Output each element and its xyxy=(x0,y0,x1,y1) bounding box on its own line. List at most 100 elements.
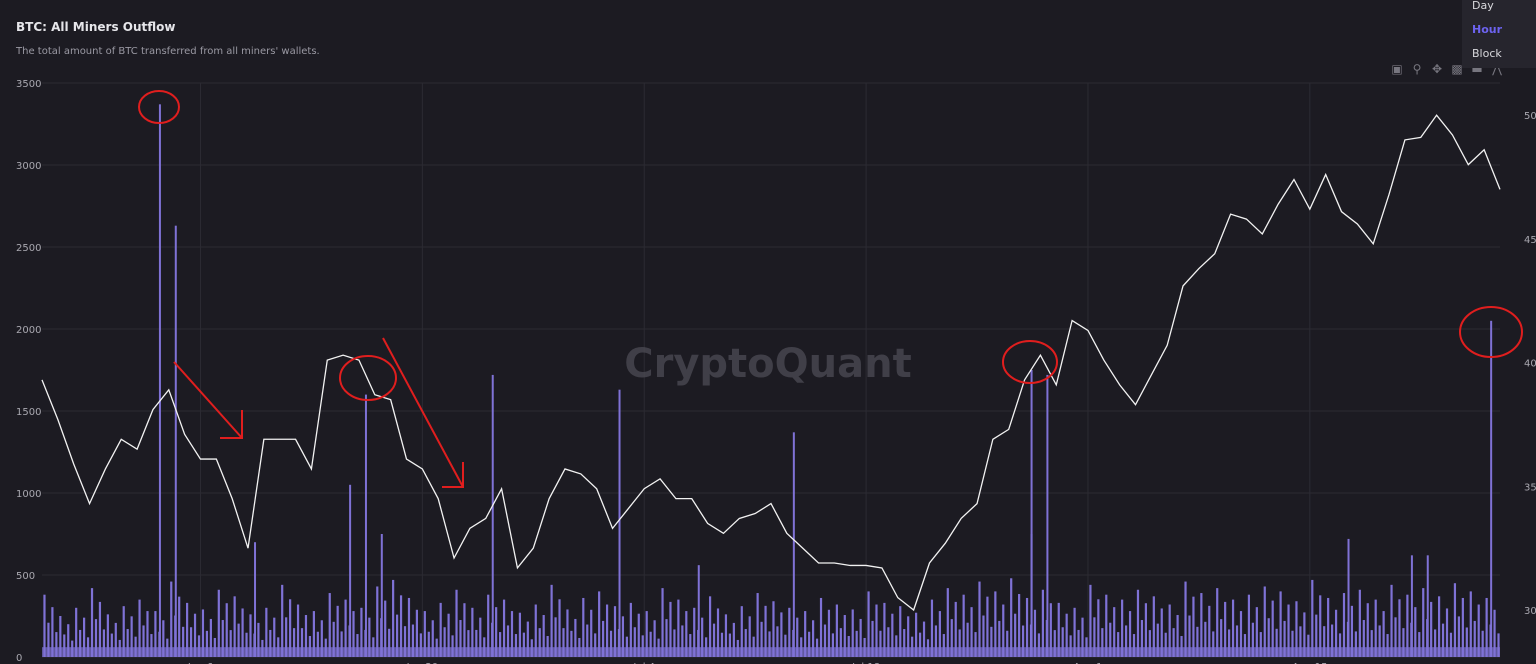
outflow-bar xyxy=(542,615,545,657)
outflow-bar xyxy=(986,596,989,657)
outflow-bar xyxy=(808,631,811,657)
zoom-icon[interactable]: ⚲ xyxy=(1412,62,1422,76)
outflow-bar xyxy=(1485,597,1488,657)
outflow-bar xyxy=(1473,620,1476,657)
outflow-bar xyxy=(1093,617,1096,657)
outflow-bar xyxy=(392,579,395,657)
outflow-bar xyxy=(467,630,470,657)
outflow-bar xyxy=(613,606,617,657)
spike-lines-icon[interactable]: ⋀ xyxy=(1492,62,1502,76)
outflow-bar xyxy=(451,635,454,657)
outflow-bar xyxy=(1279,591,1282,657)
reset-axes-icon[interactable]: ▬ xyxy=(1471,62,1483,76)
outflow-bar xyxy=(1275,628,1278,657)
outflow-bar xyxy=(724,614,728,657)
outflow-bar xyxy=(780,612,783,657)
outflow-bar xyxy=(193,613,197,657)
outflow-bar xyxy=(895,635,898,657)
outflow-bar xyxy=(1358,589,1361,657)
outflow-bar xyxy=(867,591,870,657)
outflow-bar xyxy=(689,634,692,657)
outflow-bar xyxy=(835,604,838,657)
outflow-bar xyxy=(978,581,981,657)
outflow-bar xyxy=(1430,601,1433,657)
outflow-bar xyxy=(376,586,379,657)
outflow-bar xyxy=(1014,613,1017,657)
menu-item-block[interactable]: Block xyxy=(1472,47,1502,60)
outflow-bar xyxy=(1390,584,1393,657)
outflow-bar xyxy=(1287,604,1290,657)
outflow-bar xyxy=(1402,628,1405,657)
outflow-bar xyxy=(534,604,537,657)
outflow-bar xyxy=(907,616,910,657)
outflow-bar xyxy=(1334,609,1338,657)
outflow-bar xyxy=(1089,584,1092,657)
outflow-bar xyxy=(1406,594,1409,657)
outflow-bar xyxy=(823,624,827,657)
outflow-bar xyxy=(637,613,640,657)
outflow-bar xyxy=(82,617,86,657)
outflow-bar xyxy=(625,636,628,657)
outflow-bar xyxy=(1247,594,1251,657)
outflow-bar xyxy=(1069,635,1072,657)
outflow-bar xyxy=(1350,605,1354,657)
outflow-bar xyxy=(1061,627,1064,657)
outflow-bar xyxy=(1216,588,1219,657)
pan-icon[interactable]: ✥ xyxy=(1431,62,1443,76)
outflow-bar xyxy=(915,612,918,657)
outflow-bar xyxy=(1212,631,1215,657)
outflow-bar xyxy=(1239,611,1243,657)
outflow-bar xyxy=(1331,624,1334,657)
outflow-bar xyxy=(106,614,109,657)
outflow-bar xyxy=(1021,625,1025,657)
outflow-bar xyxy=(419,633,422,657)
outflow-bar xyxy=(1156,623,1159,657)
autoscale-icon[interactable]: ▩ xyxy=(1451,62,1463,76)
outflow-bar xyxy=(859,618,862,657)
outflow-bar xyxy=(811,620,815,657)
outflow-bar xyxy=(292,628,296,657)
outflow-bar xyxy=(851,609,854,657)
outflow-bar xyxy=(447,613,450,657)
outflow-bar xyxy=(1461,597,1464,657)
outflow-bar xyxy=(1315,614,1318,657)
outflow-bar xyxy=(768,631,771,657)
outflow-bar xyxy=(1117,632,1120,657)
outflow-bar xyxy=(1002,604,1005,657)
outflow-bar xyxy=(1037,633,1041,657)
outflow-bar xyxy=(487,594,490,657)
outflow-bar xyxy=(1453,583,1457,657)
outflow-bar xyxy=(966,622,969,657)
outflow-bar xyxy=(75,607,78,657)
outflow-bar xyxy=(1255,607,1258,657)
menu-item-hour[interactable]: Hour xyxy=(1472,23,1503,36)
outflow-bar xyxy=(1132,634,1136,657)
x-tick-label: Jun 20 xyxy=(406,662,439,664)
menu-item-day[interactable]: Day xyxy=(1472,0,1494,12)
outflow-bar xyxy=(1469,591,1472,657)
outflow-bar xyxy=(962,594,965,657)
outflow-bar xyxy=(1374,599,1377,657)
outflow-bar xyxy=(708,596,712,657)
outflow-bar xyxy=(285,617,288,657)
outflow-bar xyxy=(399,595,403,657)
outflow-bar xyxy=(1481,630,1484,657)
outflow-bar xyxy=(879,630,882,657)
chart-subtitle: The total amount of BTC transferred from… xyxy=(16,46,320,57)
outflow-spike-bar xyxy=(792,432,795,657)
outflow-bar xyxy=(827,609,831,657)
outflow-bar xyxy=(265,607,268,657)
outflow-bar xyxy=(883,602,886,657)
y-left-tick-label: 500 xyxy=(16,571,35,582)
y-right-tick-label: 50k xyxy=(1524,111,1536,122)
outflow-bar xyxy=(1271,600,1274,657)
outflow-spike-bar xyxy=(349,484,352,657)
camera-icon[interactable]: ▣ xyxy=(1391,62,1403,76)
outflow-bar xyxy=(1121,599,1124,657)
outflow-bar xyxy=(388,628,391,657)
outflow-bar xyxy=(621,616,625,657)
outflow-bar xyxy=(273,617,276,657)
outflow-bar xyxy=(1097,599,1100,657)
outflow-bar xyxy=(665,619,668,657)
